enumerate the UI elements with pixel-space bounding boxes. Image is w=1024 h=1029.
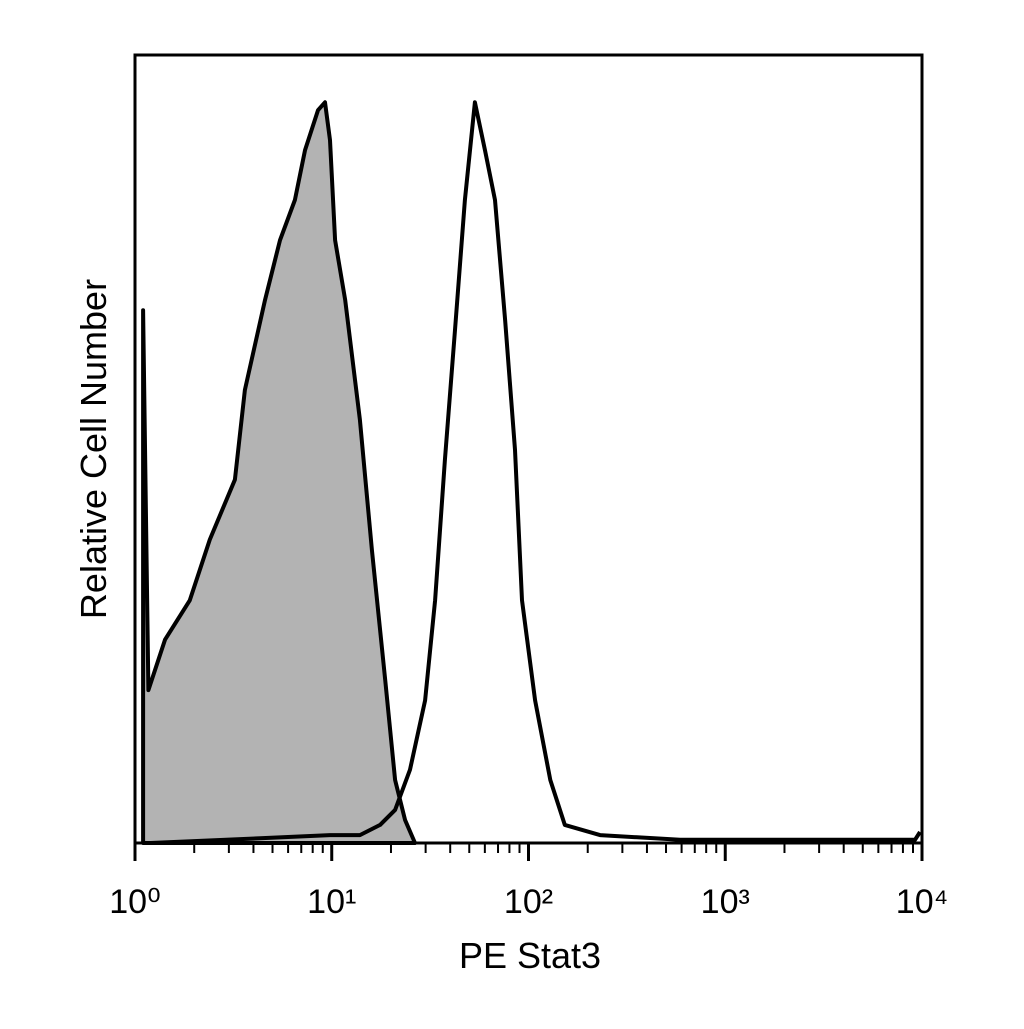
x-tick-label: 10¹ bbox=[307, 883, 356, 921]
filled-histogram bbox=[141, 100, 417, 845]
open-histogram bbox=[150, 100, 922, 845]
x-tick-label: 10⁴ bbox=[896, 883, 948, 921]
x-tick-label: 10⁰ bbox=[109, 883, 160, 921]
x-tick-label: 10³ bbox=[701, 883, 750, 921]
x-tick-label: 10² bbox=[504, 883, 553, 921]
y-axis-label: Relative Cell Number bbox=[73, 279, 114, 619]
x-axis-label: PE Stat3 bbox=[459, 935, 601, 976]
